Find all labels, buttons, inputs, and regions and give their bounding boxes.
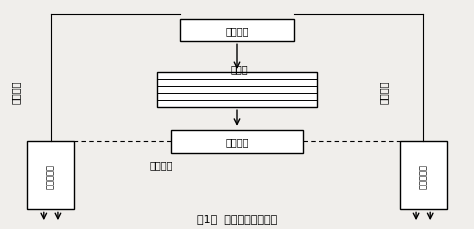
Text: 数据通路: 数据通路	[150, 160, 173, 170]
Text: 控制通路: 控制通路	[378, 80, 388, 104]
Text: 路由表: 路由表	[230, 64, 248, 74]
FancyBboxPatch shape	[27, 142, 74, 210]
FancyBboxPatch shape	[157, 73, 317, 108]
FancyBboxPatch shape	[400, 142, 447, 210]
FancyBboxPatch shape	[181, 19, 293, 42]
FancyBboxPatch shape	[171, 130, 303, 153]
Text: 图1：  路由器的体系结构: 图1： 路由器的体系结构	[197, 213, 277, 223]
Text: 控制通路: 控制通路	[11, 80, 21, 104]
Text: 网络适配卡: 网络适配卡	[419, 163, 428, 188]
Text: 网络适配卡: 网络适配卡	[46, 163, 55, 188]
Text: 路由引擎: 路由引擎	[225, 26, 249, 36]
Text: 转发引擎: 转发引擎	[225, 137, 249, 147]
